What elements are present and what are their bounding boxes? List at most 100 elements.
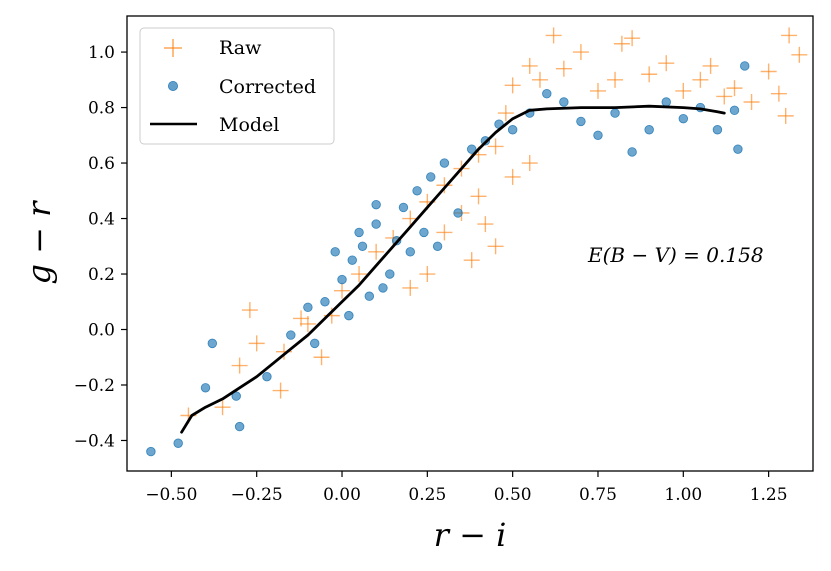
raw-point	[351, 266, 368, 283]
raw-point	[555, 60, 572, 77]
corrected-point	[627, 147, 637, 157]
extinction-annotation: E(B − V) = 0.158	[587, 243, 764, 267]
y-tick-label: 1.0	[88, 43, 115, 63]
corrected-point	[712, 125, 723, 135]
raw-point	[531, 71, 548, 88]
y-axis-label: g − r	[20, 200, 58, 285]
raw-point	[675, 82, 692, 99]
corrected-point	[678, 113, 689, 124]
corrected-point	[439, 158, 450, 168]
y-tick-label: 0.4	[88, 210, 115, 230]
corrected-point	[733, 144, 743, 154]
raw-point	[272, 382, 289, 399]
y-tick-label: 0.6	[88, 154, 115, 174]
raw-point	[487, 238, 504, 255]
y-axis-ticks: −0.4 −0.2 0.0 0.2 0.4 0.6 0.8 1.0	[74, 43, 127, 451]
corrected-point	[542, 88, 552, 99]
x-tick-label: −0.50	[145, 485, 197, 505]
corrected-point	[398, 202, 409, 213]
raw-point	[248, 335, 265, 352]
raw-point	[692, 71, 709, 88]
y-tick-label: 0.8	[88, 99, 115, 119]
corrected-point	[303, 302, 313, 313]
raw-point	[791, 46, 808, 63]
legend-corrected-marker	[167, 81, 178, 92]
raw-point	[702, 57, 719, 74]
raw-point	[231, 357, 248, 374]
x-tick-label: 1.25	[750, 485, 788, 505]
raw-point	[419, 266, 436, 283]
corrected-point	[173, 438, 183, 448]
legend-box	[139, 27, 335, 145]
corrected-point	[453, 208, 463, 218]
x-tick-label: 0.50	[494, 485, 532, 505]
raw-point	[545, 27, 562, 44]
corrected-point	[200, 383, 211, 393]
x-tick-label: 1.00	[664, 485, 702, 505]
corrected-point	[644, 125, 654, 135]
y-tick-label: −0.2	[74, 376, 115, 396]
corrected-point	[576, 116, 586, 127]
y-tick-label: 0.2	[88, 265, 115, 285]
corrected-point	[320, 297, 330, 307]
raw-point	[760, 63, 777, 80]
corrected-point	[432, 241, 443, 251]
model-line	[180, 104, 726, 434]
raw-point	[521, 57, 538, 74]
raw-point	[781, 27, 798, 44]
raw-point	[641, 66, 658, 83]
corrected-point	[610, 108, 620, 118]
corrected-point	[661, 97, 671, 107]
x-axis-ticks: −0.50 −0.25 0.00 0.25 0.50 0.75 1.00 1.25	[145, 471, 788, 505]
raw-point	[658, 55, 675, 72]
raw-point	[743, 94, 760, 111]
raw-point	[436, 224, 453, 241]
corrected-point	[405, 247, 415, 257]
plot-frame	[126, 15, 814, 472]
raw-point	[777, 107, 794, 124]
x-tick-label: −0.25	[231, 485, 283, 505]
raw-point	[624, 30, 641, 47]
raw-point	[299, 315, 316, 332]
corrected-point	[371, 219, 381, 229]
legend-raw-label: Raw	[219, 37, 262, 59]
raw-point	[589, 82, 606, 99]
corrected-point	[344, 310, 354, 321]
raw-point	[572, 44, 589, 61]
corrected-point	[347, 255, 357, 265]
corrected-point	[146, 446, 156, 457]
raw-point	[214, 399, 231, 416]
corrected-point	[593, 130, 603, 140]
legend-model-label: Model	[219, 114, 279, 136]
legend: Raw Corrected Model	[139, 27, 335, 145]
corrected-point	[354, 227, 364, 238]
raw-point	[497, 105, 514, 122]
raw-point	[504, 77, 521, 94]
raw-point	[436, 177, 453, 194]
x-tick-label: 0.00	[323, 485, 361, 505]
raw-point	[726, 80, 743, 97]
corrected-point	[364, 291, 375, 301]
corrected-point	[207, 338, 218, 349]
corrected-point	[262, 371, 272, 382]
raw-point	[487, 138, 504, 155]
corrected-point	[357, 241, 368, 251]
corrected-point	[729, 105, 740, 116]
corrected-point	[426, 172, 436, 182]
legend-raw-marker	[164, 39, 182, 57]
corrected-point	[378, 283, 388, 293]
raw-point	[607, 71, 624, 88]
raw-point	[477, 216, 494, 233]
x-axis-label: r − i	[434, 516, 507, 554]
corrected-point	[286, 330, 296, 340]
raw-point	[402, 210, 419, 227]
corrected-point	[507, 125, 518, 135]
legend-corrected-label: Corrected	[219, 76, 316, 98]
raw-point	[313, 349, 330, 366]
raw-point	[368, 243, 385, 260]
corrected-point	[234, 421, 245, 432]
raw-point	[613, 35, 630, 52]
raw-point	[402, 279, 419, 296]
raw-point	[463, 252, 480, 269]
